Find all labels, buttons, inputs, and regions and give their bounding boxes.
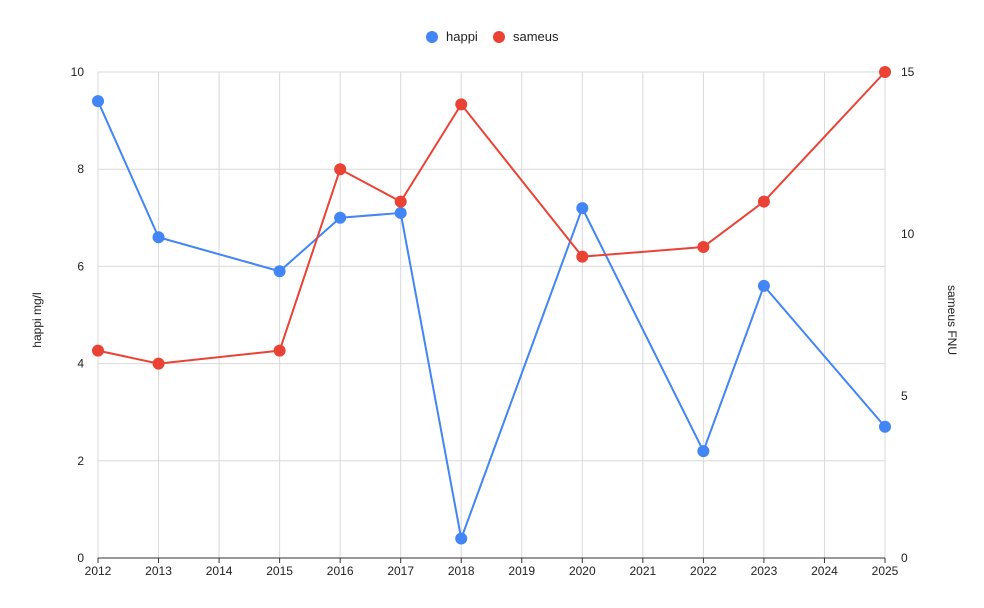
x-tick-label: 2016: [327, 564, 354, 578]
right-y-tick-label: 10: [901, 227, 915, 241]
data-point-happi: [394, 206, 407, 219]
data-point-sameus: [455, 98, 468, 111]
data-point-sameus: [334, 163, 347, 176]
left-y-tick-label: 4: [77, 357, 84, 371]
data-point-sameus: [757, 195, 770, 208]
left-y-axis-title: happi mg/l: [30, 292, 44, 347]
left-y-axis-ticks: 0 2 4 6 8 10: [71, 65, 85, 565]
left-y-tick-label: 10: [71, 65, 85, 79]
data-point-sameus: [879, 66, 891, 78]
x-axis-ticks: 2012 2013 2014 2015 2016 2017 2018 2019 2020 2021…: [85, 558, 899, 578]
left-y-tick-label: 8: [77, 162, 84, 176]
data-point-happi: [576, 202, 589, 215]
right-y-axis-ticks: 0 5 10 15: [901, 65, 915, 565]
right-y-tick-label: 5: [901, 389, 908, 403]
series-line-sameus: [97, 71, 886, 365]
grid-lines: [97, 71, 886, 559]
data-point-happi: [455, 532, 468, 545]
left-y-tick-label: 0: [77, 551, 84, 565]
x-tick-label: 2014: [206, 564, 233, 578]
data-point-sameus: [92, 344, 104, 357]
x-tick-label: 2017: [387, 564, 414, 578]
data-point-sameus: [576, 250, 589, 263]
x-tick-label: 2019: [508, 564, 535, 578]
x-tick-label: 2021: [629, 564, 656, 578]
data-point-happi: [92, 95, 104, 108]
legend: happi sameus: [426, 29, 559, 44]
x-tick-label: 2024: [811, 564, 838, 578]
right-y-axis-title: sameus FNU: [945, 285, 959, 355]
data-point-sameus: [394, 195, 407, 208]
x-tick-label: 2022: [690, 564, 717, 578]
data-point-sameus: [697, 240, 710, 253]
series-lines: [97, 71, 886, 540]
data-point-happi: [273, 265, 286, 278]
x-tick-label: 2023: [751, 564, 778, 578]
left-y-tick-label: 6: [77, 259, 84, 273]
left-y-tick-label: 2: [77, 454, 84, 468]
data-point-happi: [697, 445, 710, 458]
right-y-tick-label: 0: [901, 551, 908, 565]
x-tick-label: 2013: [145, 564, 172, 578]
x-tick-label: 2025: [872, 564, 899, 578]
series-points: [92, 66, 891, 545]
data-point-sameus: [273, 344, 286, 357]
legend-swatch-sameus: [493, 31, 505, 43]
data-point-happi: [757, 279, 770, 292]
right-y-tick-label: 15: [901, 65, 915, 79]
data-point-happi: [334, 211, 347, 224]
x-tick-label: 2018: [448, 564, 475, 578]
x-tick-label: 2020: [569, 564, 596, 578]
x-tick-label: 2012: [85, 564, 112, 578]
data-point-sameus: [152, 357, 165, 370]
data-point-happi: [152, 231, 165, 244]
legend-label-sameus: sameus: [513, 29, 559, 44]
data-point-happi: [879, 420, 891, 433]
x-tick-label: 2015: [266, 564, 293, 578]
legend-label-happi: happi: [446, 29, 478, 44]
series-line-happi: [97, 100, 886, 540]
legend-swatch-happi: [426, 31, 438, 43]
